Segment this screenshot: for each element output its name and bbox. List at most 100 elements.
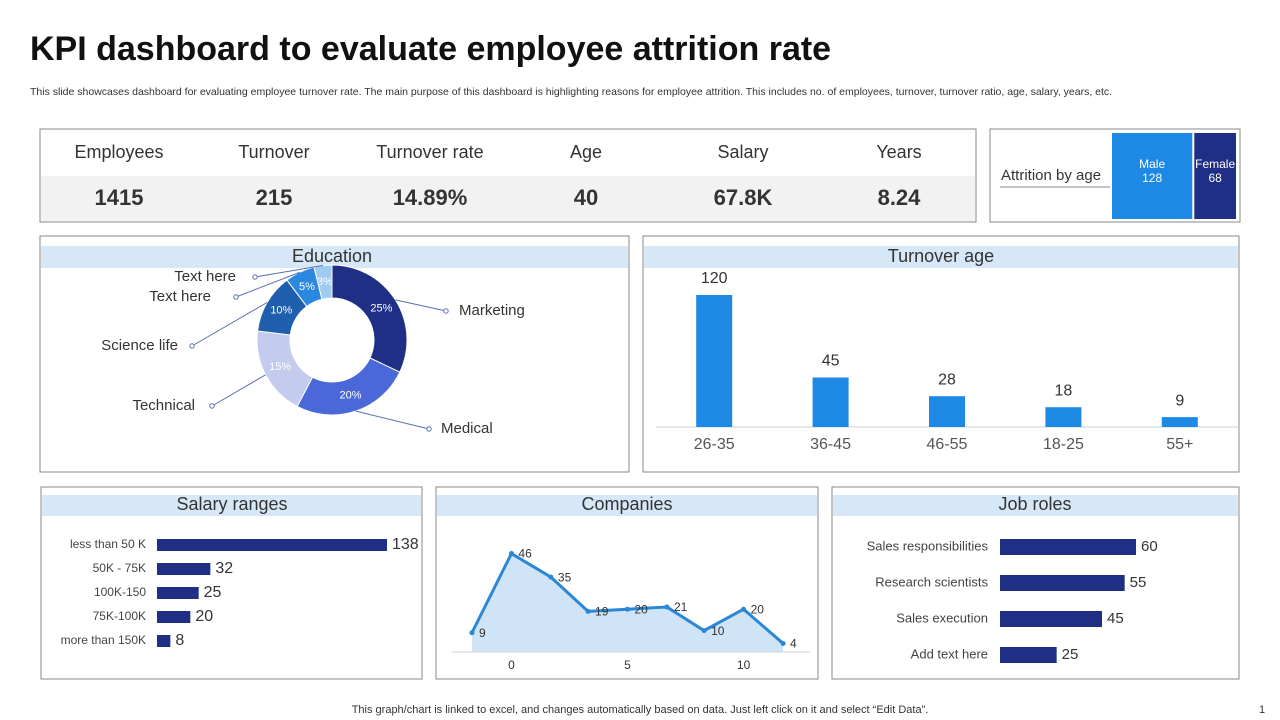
value-label: 55 <box>1130 574 1147 591</box>
value-label: 4 <box>790 637 797 651</box>
panel-title: Turnover age <box>888 246 994 266</box>
category-label: Research scientists <box>875 574 988 589</box>
value-label: 8 <box>175 632 184 649</box>
value-label: 60 <box>1141 538 1158 555</box>
x-tick-label: 5 <box>624 658 631 672</box>
donut-slice <box>331 264 408 373</box>
category-label: Science life <box>101 337 178 354</box>
value-label: 9 <box>479 626 486 640</box>
page-number: 1 <box>1259 704 1265 716</box>
leader-dot <box>233 294 239 300</box>
cell-label: Male <box>1139 157 1165 171</box>
panel-header <box>437 495 817 516</box>
category-label: 100K-150 <box>94 585 146 599</box>
category-label: Text here <box>174 268 236 285</box>
point <box>780 640 786 646</box>
panel-header <box>42 495 421 516</box>
bar <box>1161 417 1198 427</box>
point <box>664 604 670 610</box>
x-tick-label: 46-55 <box>927 436 968 453</box>
slice-label: 15% <box>269 361 291 373</box>
panel-header <box>41 246 628 268</box>
bar <box>157 611 191 623</box>
leader-line <box>355 410 430 430</box>
slice-label: 25% <box>370 303 392 315</box>
value-label: 35 <box>558 570 572 584</box>
kpi-value-row <box>41 176 975 221</box>
bar <box>157 539 387 551</box>
bar <box>157 587 199 599</box>
slice-label: 3% <box>317 276 333 288</box>
value-label: 28 <box>938 371 956 388</box>
slice-label: 10% <box>270 305 292 317</box>
cell-value: 68 <box>1208 171 1222 185</box>
x-tick-label: 36-45 <box>810 436 851 453</box>
kpi-value: 67.8K <box>714 185 773 210</box>
value-label: 9 <box>1175 392 1184 409</box>
panel-title: Education <box>292 246 372 266</box>
x-tick-label: 0 <box>508 658 515 672</box>
value-label: 18 <box>1055 382 1073 399</box>
footer: This graph/chart is linked to excel, and… <box>352 704 929 716</box>
value-label: 45 <box>1107 610 1124 627</box>
point <box>585 608 591 614</box>
value-label: 19 <box>595 605 609 619</box>
value-label: 46 <box>518 547 532 561</box>
bar <box>157 635 171 647</box>
bar <box>929 396 965 427</box>
treemap-cell <box>1194 133 1236 219</box>
value-label: 21 <box>674 600 688 614</box>
leader-dot <box>443 308 449 314</box>
kpi-label: Salary <box>717 142 768 162</box>
x-tick-label: 10 <box>737 658 751 672</box>
cell-label: Female <box>1195 157 1235 171</box>
slice-label: 20% <box>340 389 362 401</box>
category-label: less than 50 K <box>70 537 146 551</box>
kpi-label: Years <box>876 142 921 162</box>
category-label: Add text here <box>911 646 988 661</box>
kpi-value: 14.89% <box>393 185 468 210</box>
category-label: Text here <box>149 288 211 305</box>
category-label: 75K-100K <box>93 609 146 623</box>
leader-line <box>395 299 447 312</box>
panel-header <box>644 246 1238 268</box>
leader-dot <box>252 274 258 280</box>
kpi-label: Age <box>570 142 602 162</box>
bar <box>1000 611 1102 627</box>
value-label: 138 <box>392 536 419 553</box>
value-label: 20 <box>751 602 765 616</box>
category-label: more than 150K <box>61 633 146 647</box>
x-tick-label: 18-25 <box>1043 436 1084 453</box>
slice-label: 5% <box>299 281 315 293</box>
cell-value: 128 <box>1142 171 1162 185</box>
x-tick-label: 55+ <box>1166 436 1193 453</box>
value-label: 25 <box>204 584 222 601</box>
point <box>701 628 707 634</box>
bar <box>812 377 849 427</box>
leader-dot <box>209 403 215 409</box>
point <box>548 574 554 580</box>
bar <box>1045 407 1082 427</box>
panel-title: Job roles <box>998 494 1071 514</box>
leader-dot <box>189 343 195 349</box>
value-label: 20 <box>635 602 649 616</box>
point <box>625 606 630 612</box>
category-label: Marketing <box>459 302 525 319</box>
attrition-title: Attrition by age <box>1001 167 1101 184</box>
kpi-label: Turnover <box>238 142 309 162</box>
kpi-label: Employees <box>74 142 163 162</box>
bar <box>696 295 733 427</box>
leader-dot <box>426 426 432 432</box>
panel-title: Companies <box>581 494 672 514</box>
category-label: 50K - 75K <box>93 561 146 575</box>
kpi-value: 215 <box>256 185 293 210</box>
leader-line <box>211 374 266 407</box>
turnover-age-panel <box>642 235 1240 473</box>
salary-panel <box>40 486 423 680</box>
leader-line <box>191 302 268 347</box>
subtitle: This slide showcases dashboard for evalu… <box>30 86 1113 98</box>
leader-line <box>235 271 301 298</box>
point <box>469 630 475 636</box>
bar <box>157 563 211 575</box>
